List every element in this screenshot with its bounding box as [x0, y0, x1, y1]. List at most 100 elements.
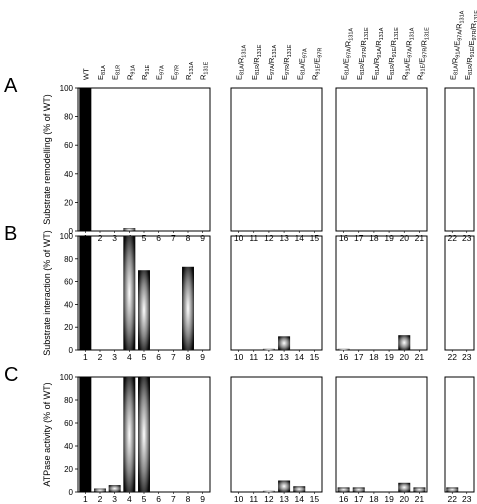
- plot-frame-2: [230, 87, 323, 232]
- x-tick-label: 11: [249, 494, 258, 504]
- x-tick-label: 18: [369, 494, 379, 504]
- x-tick-label: 9: [200, 494, 205, 504]
- plot-frame-4: [444, 87, 475, 232]
- mutant-residue: /R: [387, 57, 396, 65]
- x-tick-label: 23: [462, 233, 472, 243]
- mutant-residue: R: [415, 74, 424, 80]
- mutant-label-23: E81R/R91E/E97R/R131E: [463, 10, 477, 80]
- mutant-position: 91E: [315, 64, 321, 74]
- y-tick-label: 60: [64, 419, 73, 428]
- mutant-residue: /E: [297, 58, 306, 65]
- mutant-position: 131A: [379, 27, 385, 40]
- mutant-residue: /R: [469, 22, 477, 30]
- mutant-position: 81R: [255, 65, 261, 75]
- mutant-label-text: R91E/E97R/R131E: [415, 27, 430, 80]
- mutant-position: 81R: [390, 65, 396, 75]
- mutant-label-15: R91E/E97R: [310, 48, 323, 80]
- x-tick-label: 3: [112, 494, 117, 504]
- mutant-position: 97R: [422, 48, 428, 58]
- mutant-label-text: R91E: [140, 64, 151, 80]
- plot-frame-4: [444, 235, 475, 351]
- plot-frame-4: [444, 376, 475, 493]
- x-tick-label: 5: [142, 494, 147, 504]
- mutant-residue: /R: [404, 40, 413, 48]
- x-tick-label: 21: [415, 352, 425, 362]
- x-tick-label: 14: [295, 352, 305, 362]
- y-tick-label: 20: [64, 323, 73, 332]
- y-tick-label: 40: [64, 442, 73, 451]
- y-tick-label: 60: [64, 278, 73, 287]
- mutant-position: 131E: [424, 27, 430, 40]
- mutant-label-22: E81A/R91A/E97A/R131A: [448, 10, 465, 80]
- x-tick-label: 20: [400, 233, 410, 243]
- mutant-position: 97A: [407, 48, 413, 58]
- x-tick-label: 6: [156, 233, 161, 243]
- mutant-label-1: WT: [81, 68, 90, 80]
- x-tick-label: 5: [142, 352, 147, 362]
- x-tick-label: 22: [448, 494, 458, 504]
- bar-22: [446, 487, 459, 492]
- y-axis-label: ATPase activity (% of WT): [42, 382, 52, 486]
- mutant-residue: /R: [454, 23, 463, 31]
- mutant-residue: E: [385, 75, 394, 80]
- mutant-position: 97A: [347, 48, 353, 58]
- mutant-label-row: WT E81AE81RR91AR91EE97AE97RR131AR131EE81A…: [81, 10, 477, 80]
- bar-12: [262, 348, 275, 351]
- x-tick-label: 17: [354, 352, 364, 362]
- bar-5: [138, 377, 150, 492]
- y-tick-label: 40: [64, 170, 73, 179]
- mutant-label-7: E97R: [169, 65, 180, 80]
- x-tick-label: 17: [354, 233, 364, 243]
- mutant-label-text: E97A: [155, 65, 166, 80]
- bar-1: [79, 377, 92, 492]
- x-tick-label: 19: [384, 233, 394, 243]
- mutant-residue: /R: [450, 57, 459, 65]
- plot-frame-2: [230, 376, 323, 493]
- mutant-residue: E: [250, 75, 259, 80]
- mutant-position: 97R: [317, 48, 323, 58]
- mutant-position: 81A: [300, 65, 306, 75]
- bar-4: [123, 377, 136, 492]
- bar-17: [352, 487, 365, 492]
- mutant-position: 131A: [349, 28, 355, 41]
- mutant-residue: E: [111, 75, 120, 80]
- y-axis-label: Substrate interaction (% of WT): [42, 230, 52, 356]
- panel-A: A Substrate remodelling (% of WT) 0 20 40 60 8…: [4, 75, 475, 243]
- plot-frame-3: [335, 376, 428, 493]
- bar-20: [398, 482, 411, 492]
- mutant-residue: /E: [452, 41, 461, 48]
- x-tick-label: 22: [448, 233, 458, 243]
- mutant-residue: /E: [357, 58, 366, 65]
- mutant-residue: E: [295, 75, 304, 80]
- bar-2: [94, 488, 106, 492]
- mutant-label-21: R91E/E97R/R131E: [415, 27, 430, 80]
- x-tick-label: 7: [171, 233, 176, 243]
- x-tick-label: 15: [310, 233, 320, 243]
- x-tick-label: 10: [234, 352, 244, 362]
- x-tick-label: 21: [415, 494, 425, 504]
- plot-frame-3: [335, 235, 428, 351]
- bar-16: [337, 487, 350, 492]
- mutant-position: 91E: [145, 64, 151, 74]
- x-tick-label: 16: [339, 233, 349, 243]
- x-tick-label: 23: [462, 494, 472, 504]
- mutant-position: 131A: [189, 61, 195, 74]
- y-tick-label: 20: [64, 198, 73, 207]
- mutant-residue: /R: [465, 57, 474, 65]
- x-tick-label: 1: [83, 352, 88, 362]
- x-tick-label: 6: [156, 494, 161, 504]
- y-axis-label-text: ATPase activity (% of WT): [42, 382, 52, 486]
- y-tick-label: 100: [60, 373, 74, 382]
- x-tick-label: 23: [462, 352, 472, 362]
- mutant-position: 81R: [360, 65, 366, 75]
- x-tick-label: 16: [339, 352, 349, 362]
- panel-letter: A: [4, 75, 18, 97]
- mutant-residue: E: [96, 75, 105, 80]
- x-tick-label: 8: [186, 352, 191, 362]
- mutant-label-18: E81A/R91A/R131A: [370, 27, 385, 80]
- plot-frame-2: [230, 235, 323, 351]
- x-tick-label: 15: [310, 494, 320, 504]
- y-tick-label: 80: [64, 255, 73, 264]
